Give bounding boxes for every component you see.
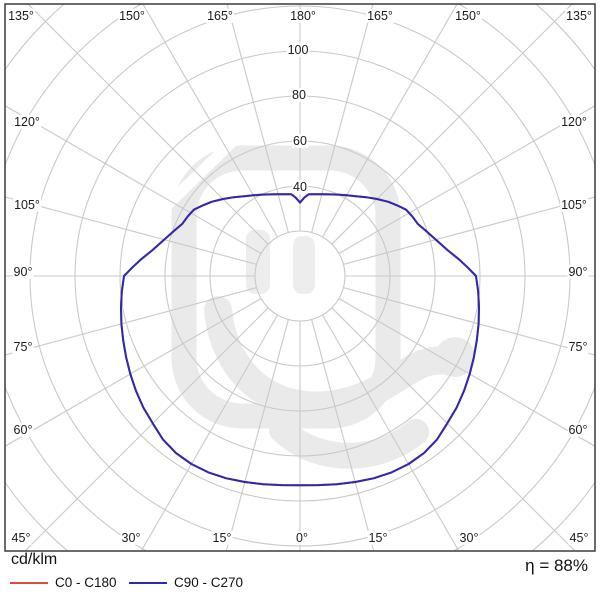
efficiency-badge: η = 88% [525,556,588,575]
legend-line-red [10,582,48,584]
legend-entry-c0-c180: C0 - C180 [10,576,117,590]
legend-label: C90 - C270 [174,575,244,591]
radial-tick-label: 60 [292,133,308,149]
intensity-curves [120,193,480,487]
angle-tick-label: 15° [211,530,233,546]
angle-tick-label: 45° [10,530,32,546]
watermark-logo [154,138,475,469]
angle-tick-label: 30° [120,530,142,546]
angle-tick-label: 0° [295,530,309,546]
angle-tick-label: 30° [458,530,480,546]
legend-line-blue [129,582,167,584]
units-label: cd/klm [11,551,58,568]
angle-tick-label: 15° [367,530,389,546]
angle-tick-label: 90° [12,264,34,280]
radial-tick-label: 80 [291,87,307,103]
angle-tick-label: 105° [13,197,41,213]
angle-tick-label: 150° [454,8,482,24]
angle-tick-label: 165° [366,8,394,24]
angle-tick-label: 135° [7,8,35,24]
legend-entry-c90-c270: C90 - C270 [129,576,243,590]
angle-tick-label: 180° [289,8,317,24]
angle-tick-label: 165° [206,8,234,24]
angle-tick-label: 120° [560,114,588,130]
radial-tick-label: 100 [286,42,310,58]
angle-tick-label: 90° [567,264,589,280]
angle-tick-label: 120° [13,114,41,130]
angle-tick-label: 135° [565,8,593,24]
angle-tick-label: 150° [118,8,146,24]
legend-label: C0 - C180 [55,575,117,591]
angle-tick-label: 75° [567,339,589,355]
plot-border [4,3,596,552]
angle-tick-label: 45° [568,530,590,546]
angle-tick-label: 105° [560,197,588,213]
angle-tick-label: 60° [12,422,34,438]
radial-tick-label: 40 [292,179,308,195]
curve-C90-C270 [120,193,480,487]
angle-tick-label: 75° [12,339,34,355]
angle-tick-label: 60° [567,422,589,438]
